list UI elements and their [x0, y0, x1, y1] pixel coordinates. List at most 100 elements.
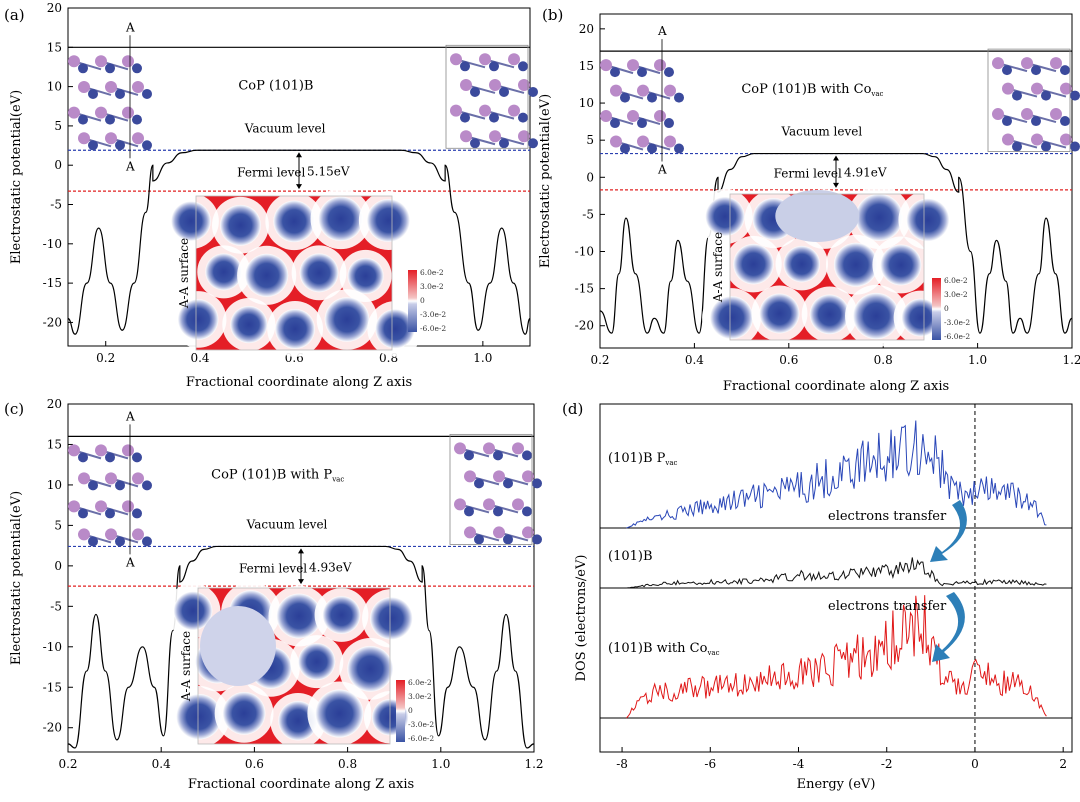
left-slab-p-atom	[95, 106, 107, 119]
vacuum-level-label: Vacuum level	[244, 121, 326, 135]
series-label: (101)B	[608, 549, 653, 564]
colorbar-tick: 0	[420, 296, 425, 305]
y-tick-label: -5	[50, 599, 62, 613]
surface-map-blob	[275, 309, 316, 349]
surface-map-blob	[176, 694, 222, 740]
x-tick-label: 1.0	[968, 353, 987, 367]
left-slab-co-atom	[142, 480, 152, 491]
left-slab-p-atom	[68, 500, 80, 513]
surface-map-blob	[318, 196, 364, 242]
y-tick-label: -20	[43, 315, 62, 329]
right-slab-co-atom	[518, 61, 528, 72]
left-slab-co-atom	[132, 508, 142, 519]
surface-map-blob	[375, 309, 415, 349]
chart-title: CoP (101)B with Pvac	[211, 467, 344, 483]
marker-a-top: A	[125, 409, 135, 423]
right-slab-co-atom	[1002, 65, 1012, 76]
curved-arrow-icon	[930, 500, 967, 562]
left-slab-co-atom	[132, 114, 142, 125]
surface-map-blob	[276, 593, 322, 639]
right-slab-p-atom	[992, 57, 1004, 70]
surface-map-blob	[173, 591, 213, 631]
right-slab-co-atom	[499, 86, 509, 97]
panel-label: (c)	[4, 400, 24, 418]
left-slab-co-atom	[664, 118, 674, 129]
right-slab-p-atom	[1050, 57, 1062, 70]
surface-map-blob	[177, 299, 219, 340]
right-slab-co-atom	[1041, 141, 1051, 152]
right-slab-co-atom	[1031, 65, 1041, 76]
y-tick-label: -20	[575, 319, 594, 333]
left-slab-co-atom	[637, 118, 647, 129]
arrow-head-up	[296, 152, 302, 158]
x-tick-label: 0.2	[58, 757, 77, 771]
left-slab-co-atom	[88, 536, 98, 547]
y-tick-label: 10	[579, 96, 594, 110]
right-slab-p-atom	[1060, 133, 1072, 146]
work-function-label: 5.15eV	[307, 165, 350, 179]
left-slab-p-atom	[95, 444, 107, 457]
annotation-text: electrons transfer	[828, 509, 947, 524]
x-axis-label: Energy (eV)	[797, 777, 876, 792]
y-tick-label: -20	[43, 721, 62, 735]
marker-a-bottom: A	[657, 163, 667, 177]
right-slab-co-atom	[1031, 116, 1041, 127]
right-slab-co-atom	[474, 478, 484, 489]
left-slab-co-atom	[610, 118, 620, 129]
chart-title: CoP (101)B	[238, 78, 313, 93]
y-tick-label: 20	[47, 1, 62, 15]
x-tick-label: 1.0	[431, 757, 450, 771]
left-slab-p-atom	[637, 135, 649, 148]
left-slab-p-atom	[68, 55, 80, 68]
left-slab-co-atom	[78, 114, 88, 125]
plot-frame	[599, 403, 1073, 753]
surface-map-blob	[809, 294, 850, 335]
left-slab-p-atom	[78, 80, 90, 93]
left-slab-p-atom	[122, 106, 134, 119]
right-slab-frame	[445, 44, 529, 149]
surface-map-blob	[733, 243, 774, 285]
left-slab-co-atom	[115, 140, 125, 151]
left-slab-p-atom	[122, 55, 134, 68]
left-slab-co-atom	[637, 67, 647, 78]
right-slab-co-atom	[528, 86, 538, 97]
right-slab-p-atom	[518, 130, 530, 143]
fermi-level-label: Fermi level	[239, 561, 307, 575]
right-slab-co-atom	[489, 112, 499, 123]
right-slab-co-atom	[1070, 90, 1080, 101]
right-slab-co-atom	[1002, 116, 1012, 127]
surface-map-blob	[299, 253, 339, 293]
left-slab-co-atom	[674, 92, 684, 103]
series-label-main: (101)B P	[608, 451, 666, 466]
colorbar-tick: 3.0e-2	[420, 282, 444, 291]
right-slab-p-atom	[1050, 108, 1062, 121]
right-slab-co-atom	[489, 61, 499, 72]
y-tick-label: 10	[47, 80, 62, 94]
left-slab-co-atom	[610, 67, 620, 78]
x-tick-label: 2	[1059, 757, 1067, 771]
left-slab-co-atom	[78, 452, 88, 463]
left-slab-p-atom	[600, 59, 612, 72]
surface-map-vacancy	[200, 606, 276, 686]
right-slab-p-atom	[1031, 82, 1043, 95]
right-slab-co-atom	[470, 86, 480, 97]
arrow-head-down	[833, 182, 839, 188]
left-slab-co-atom	[105, 508, 115, 519]
arrow-head-down	[298, 579, 304, 585]
right-slab-co-atom	[528, 138, 538, 149]
marker-a-bottom: A	[125, 555, 135, 569]
colorbar	[396, 680, 405, 742]
plot-frame	[67, 403, 535, 753]
x-tick-label: 0.2	[96, 351, 115, 365]
surface-map-blob	[347, 645, 394, 692]
y-tick-label: 20	[47, 397, 62, 411]
surface-map-blob	[370, 597, 413, 640]
surface-map-blob	[710, 296, 754, 340]
left-slab-co-atom	[105, 114, 115, 125]
right-slab-p-atom	[508, 53, 520, 66]
colorbar-tick: -3.0e-2	[408, 720, 434, 729]
y-axis-label: Electrostatic potential(eV)	[9, 491, 24, 665]
surface-map-blob	[322, 596, 361, 634]
chart-title-main: CoP (101)B with Co	[741, 82, 871, 97]
arrow-head-up	[833, 155, 839, 161]
